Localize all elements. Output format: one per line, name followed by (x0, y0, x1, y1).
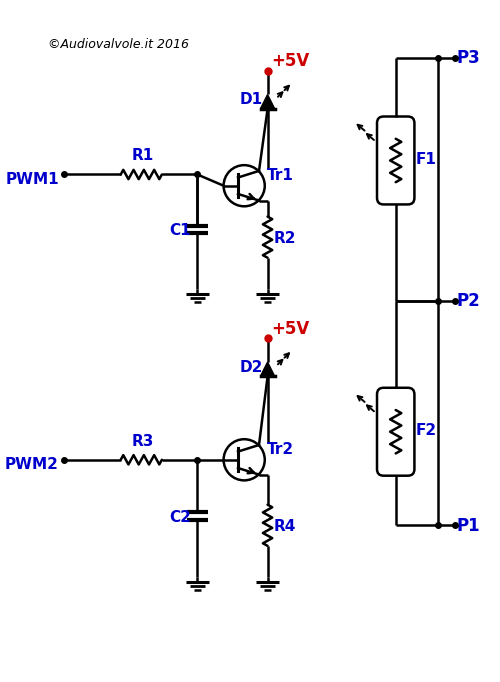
Text: PWM2: PWM2 (5, 457, 59, 472)
Text: C2: C2 (170, 509, 191, 524)
Text: R2: R2 (273, 231, 295, 246)
Text: R3: R3 (132, 434, 154, 449)
Text: P3: P3 (456, 49, 480, 68)
Polygon shape (260, 95, 274, 108)
Text: Tr1: Tr1 (266, 168, 293, 183)
Text: ©Audiovalvole.it 2016: ©Audiovalvole.it 2016 (48, 38, 189, 51)
Text: F1: F1 (416, 152, 436, 167)
Text: +5V: +5V (272, 52, 310, 70)
Text: D2: D2 (240, 360, 263, 375)
Text: Tr2: Tr2 (266, 442, 294, 457)
Text: +5V: +5V (272, 319, 310, 338)
Text: P2: P2 (456, 293, 480, 310)
Text: P1: P1 (456, 517, 480, 535)
Text: R1: R1 (132, 149, 154, 164)
Text: F2: F2 (416, 424, 436, 439)
Text: PWM1: PWM1 (6, 172, 59, 187)
Text: R4: R4 (273, 519, 295, 534)
Text: D1: D1 (240, 92, 262, 107)
Polygon shape (260, 362, 274, 376)
Text: C1: C1 (170, 223, 191, 238)
